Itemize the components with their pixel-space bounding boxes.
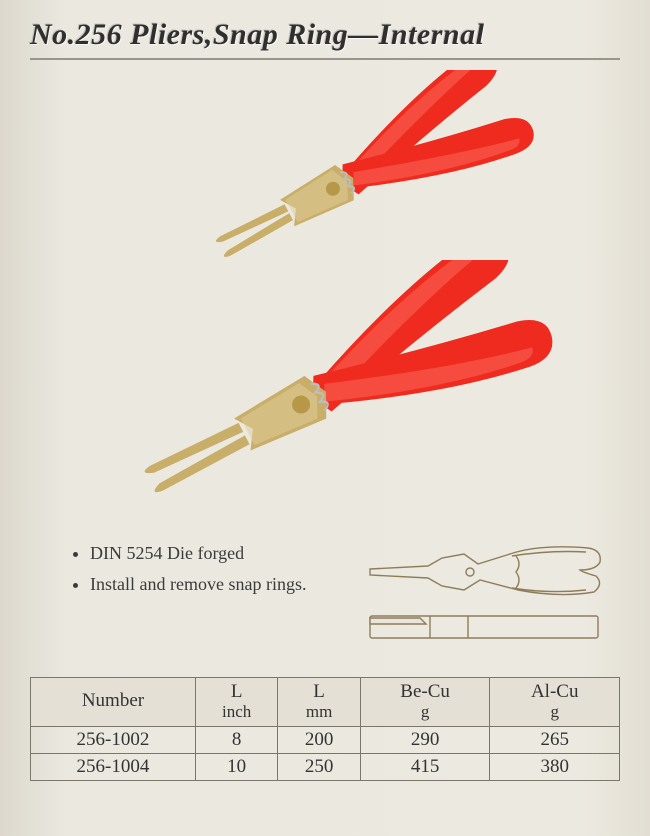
cell: 415 — [360, 753, 490, 780]
table-row: 256-1004 10 250 415 380 — [31, 753, 620, 780]
cell: 200 — [278, 726, 360, 753]
cell: 10 — [195, 753, 277, 780]
cell: 265 — [490, 726, 620, 753]
info-row: DIN 5254 Die forged Install and remove s… — [30, 530, 620, 659]
cell: 256-1002 — [31, 726, 196, 753]
feature-bullets: DIN 5254 Die forged Install and remove s… — [30, 530, 360, 599]
col-alcu: Al-Cug — [490, 678, 620, 727]
spec-table: Number Linch Lmm Be-Cug Al-Cug 256-1002 … — [30, 677, 620, 781]
plier-illustration-bottom — [60, 260, 590, 540]
product-image-area — [30, 60, 620, 530]
table-header-row: Number Linch Lmm Be-Cug Al-Cug — [31, 678, 620, 727]
cell: 250 — [278, 753, 360, 780]
bullet-item: DIN 5254 Die forged — [90, 538, 350, 569]
cell: 256-1004 — [31, 753, 196, 780]
col-l-inch: Linch — [195, 678, 277, 727]
col-number: Number — [31, 678, 196, 727]
cell: 8 — [195, 726, 277, 753]
cell: 380 — [490, 753, 620, 780]
col-becu: Be-Cug — [360, 678, 490, 727]
technical-diagram — [360, 530, 620, 659]
bullet-item: Install and remove snap rings. — [90, 569, 350, 600]
cell: 290 — [360, 726, 490, 753]
table-row: 256-1002 8 200 290 265 — [31, 726, 620, 753]
col-l-mm: Lmm — [278, 678, 360, 727]
page-title: No.256 Pliers,Snap Ring—Internal — [30, 18, 620, 52]
